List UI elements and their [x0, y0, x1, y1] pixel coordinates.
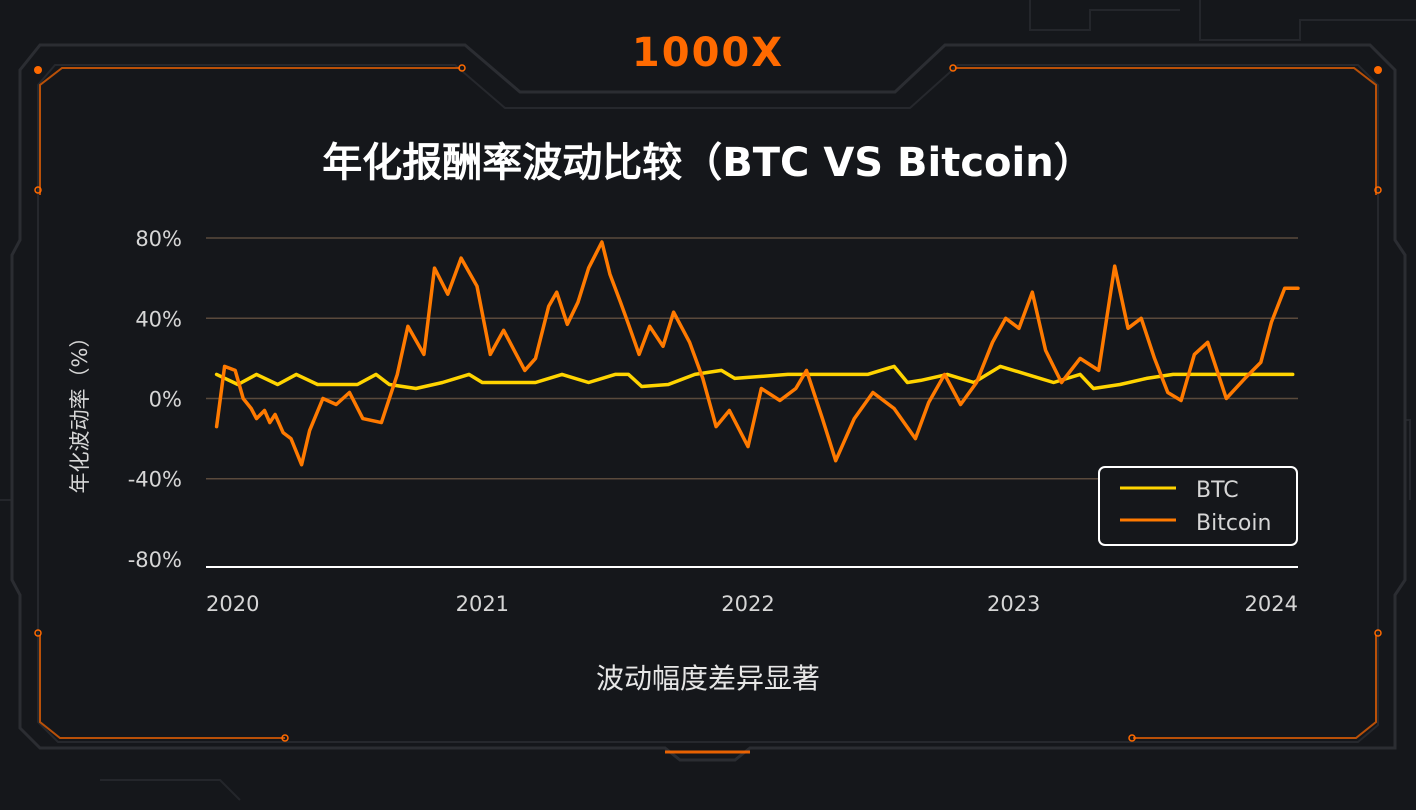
- y-axis-label: 年化波动率（%）: [68, 327, 92, 494]
- series-lines: [214, 240, 1300, 467]
- series-line-bitcoin: [214, 240, 1300, 467]
- x-tick-label-2024: 2024: [1245, 592, 1298, 616]
- legend: BTC Bitcoin: [1098, 466, 1298, 546]
- x-tick-label-2020: 2020: [206, 592, 259, 616]
- x-tick-label-2022: 2022: [721, 592, 774, 616]
- x-tick-label-2021: 2021: [456, 592, 509, 616]
- legend-label-bitcoin: Bitcoin: [1196, 511, 1271, 536]
- frame-corner-accents: [39, 67, 1377, 754]
- y-tick-label-4: -80%: [128, 548, 182, 572]
- x-tick-labels: 2020 2021 2022 2023 2024: [206, 592, 1298, 616]
- chart-caption: 波动幅度差异显著: [596, 662, 820, 695]
- y-tick-label-2: 0%: [149, 388, 182, 412]
- x-tick-label-2023: 2023: [987, 592, 1040, 616]
- y-tick-label-0: 80%: [135, 227, 182, 251]
- y-tick-labels: 80% 40% 0% -40% -80%: [128, 227, 182, 572]
- frame-inner: [37, 64, 1379, 743]
- brand-logo: 1000X: [632, 30, 784, 76]
- legend-label-btc: BTC: [1196, 478, 1239, 503]
- y-tick-label-3: -40%: [128, 468, 182, 492]
- chart-title: 年化报酬率波动比较（BTC VS Bitcoin）: [322, 140, 1093, 186]
- series-line-btc: [214, 364, 1295, 391]
- y-tick-label-1: 40%: [135, 307, 182, 331]
- frame-dots: [34, 64, 1382, 742]
